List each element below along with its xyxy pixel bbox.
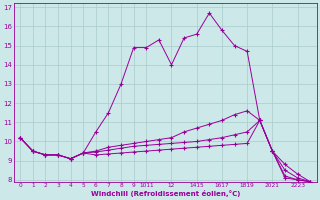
X-axis label: Windchill (Refroidissement éolien,°C): Windchill (Refroidissement éolien,°C) (91, 190, 240, 197)
